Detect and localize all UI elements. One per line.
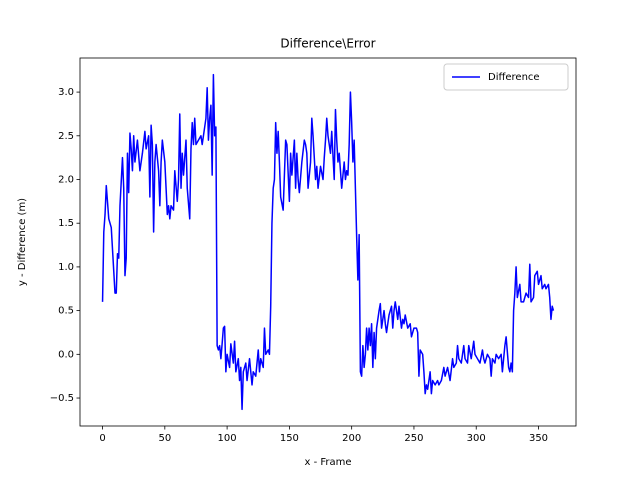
x-tick-label: 100 (218, 433, 237, 444)
x-tick-label: 50 (158, 433, 171, 444)
y-tick-label: −0.5 (50, 393, 74, 404)
x-tick-label: 350 (529, 433, 548, 444)
y-tick-label: 1.5 (58, 218, 74, 229)
y-tick-label: 2.0 (58, 175, 74, 186)
chart-title: Difference\Error (280, 37, 375, 51)
x-tick-label: 200 (342, 433, 361, 444)
x-tick-label: 150 (280, 433, 299, 444)
plot-frame (79, 57, 577, 427)
x-tick-label: 300 (467, 433, 486, 444)
y-tick-label: 3.0 (58, 87, 74, 98)
data-line (101, 73, 555, 411)
legend-box (443, 63, 569, 91)
x-tick-label: 0 (99, 433, 105, 444)
x-tick-label: 250 (404, 433, 423, 444)
y-axis-label: y - Difference (m) (17, 198, 28, 286)
y-tick-label: 1.0 (58, 262, 74, 273)
y-tick-label: 2.5 (58, 131, 74, 142)
x-axis-label: x - Frame (304, 457, 351, 468)
y-tick-label: 0.0 (58, 349, 74, 360)
y-tick-label: 0.5 (58, 306, 74, 317)
legend-label: Difference (488, 72, 540, 83)
